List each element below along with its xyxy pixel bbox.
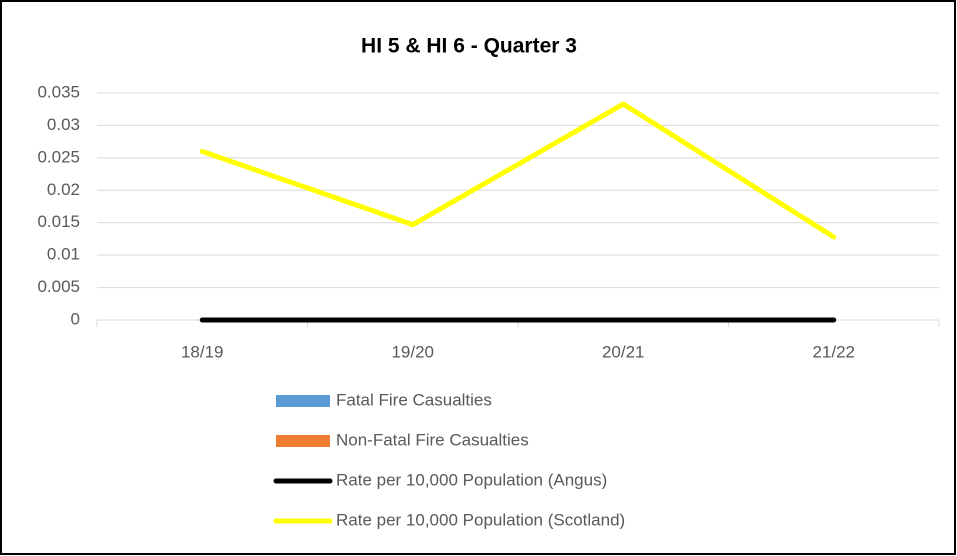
legend-swatch xyxy=(276,395,330,407)
legend-label: Fatal Fire Casualties xyxy=(336,390,492,409)
y-tick-label: 0.01 xyxy=(47,245,80,264)
legend-label: Rate per 10,000 Population (Scotland) xyxy=(336,510,625,529)
x-tick-label: 20/21 xyxy=(602,342,645,361)
chart-title: HI 5 & HI 6 - Quarter 3 xyxy=(361,35,577,58)
x-tick-label: 19/20 xyxy=(391,342,434,361)
line-series xyxy=(199,101,837,240)
y-tick-label: 0.015 xyxy=(37,212,80,231)
y-tick-label: 0.03 xyxy=(47,115,80,134)
legend-swatch xyxy=(276,435,330,447)
y-tick-label: 0 xyxy=(71,309,80,328)
y-tick-label: 0.005 xyxy=(37,277,80,296)
y-tick-label: 0.02 xyxy=(47,180,80,199)
legend-label: Rate per 10,000 Population (Angus) xyxy=(336,470,607,489)
legend-label: Non-Fatal Fire Casualties xyxy=(336,430,529,449)
y-tick-label: 0.035 xyxy=(37,82,80,101)
x-tick-label: 21/22 xyxy=(812,342,855,361)
y-tick-label: 0.025 xyxy=(37,147,80,166)
x-tick-label: 18/19 xyxy=(181,342,224,361)
